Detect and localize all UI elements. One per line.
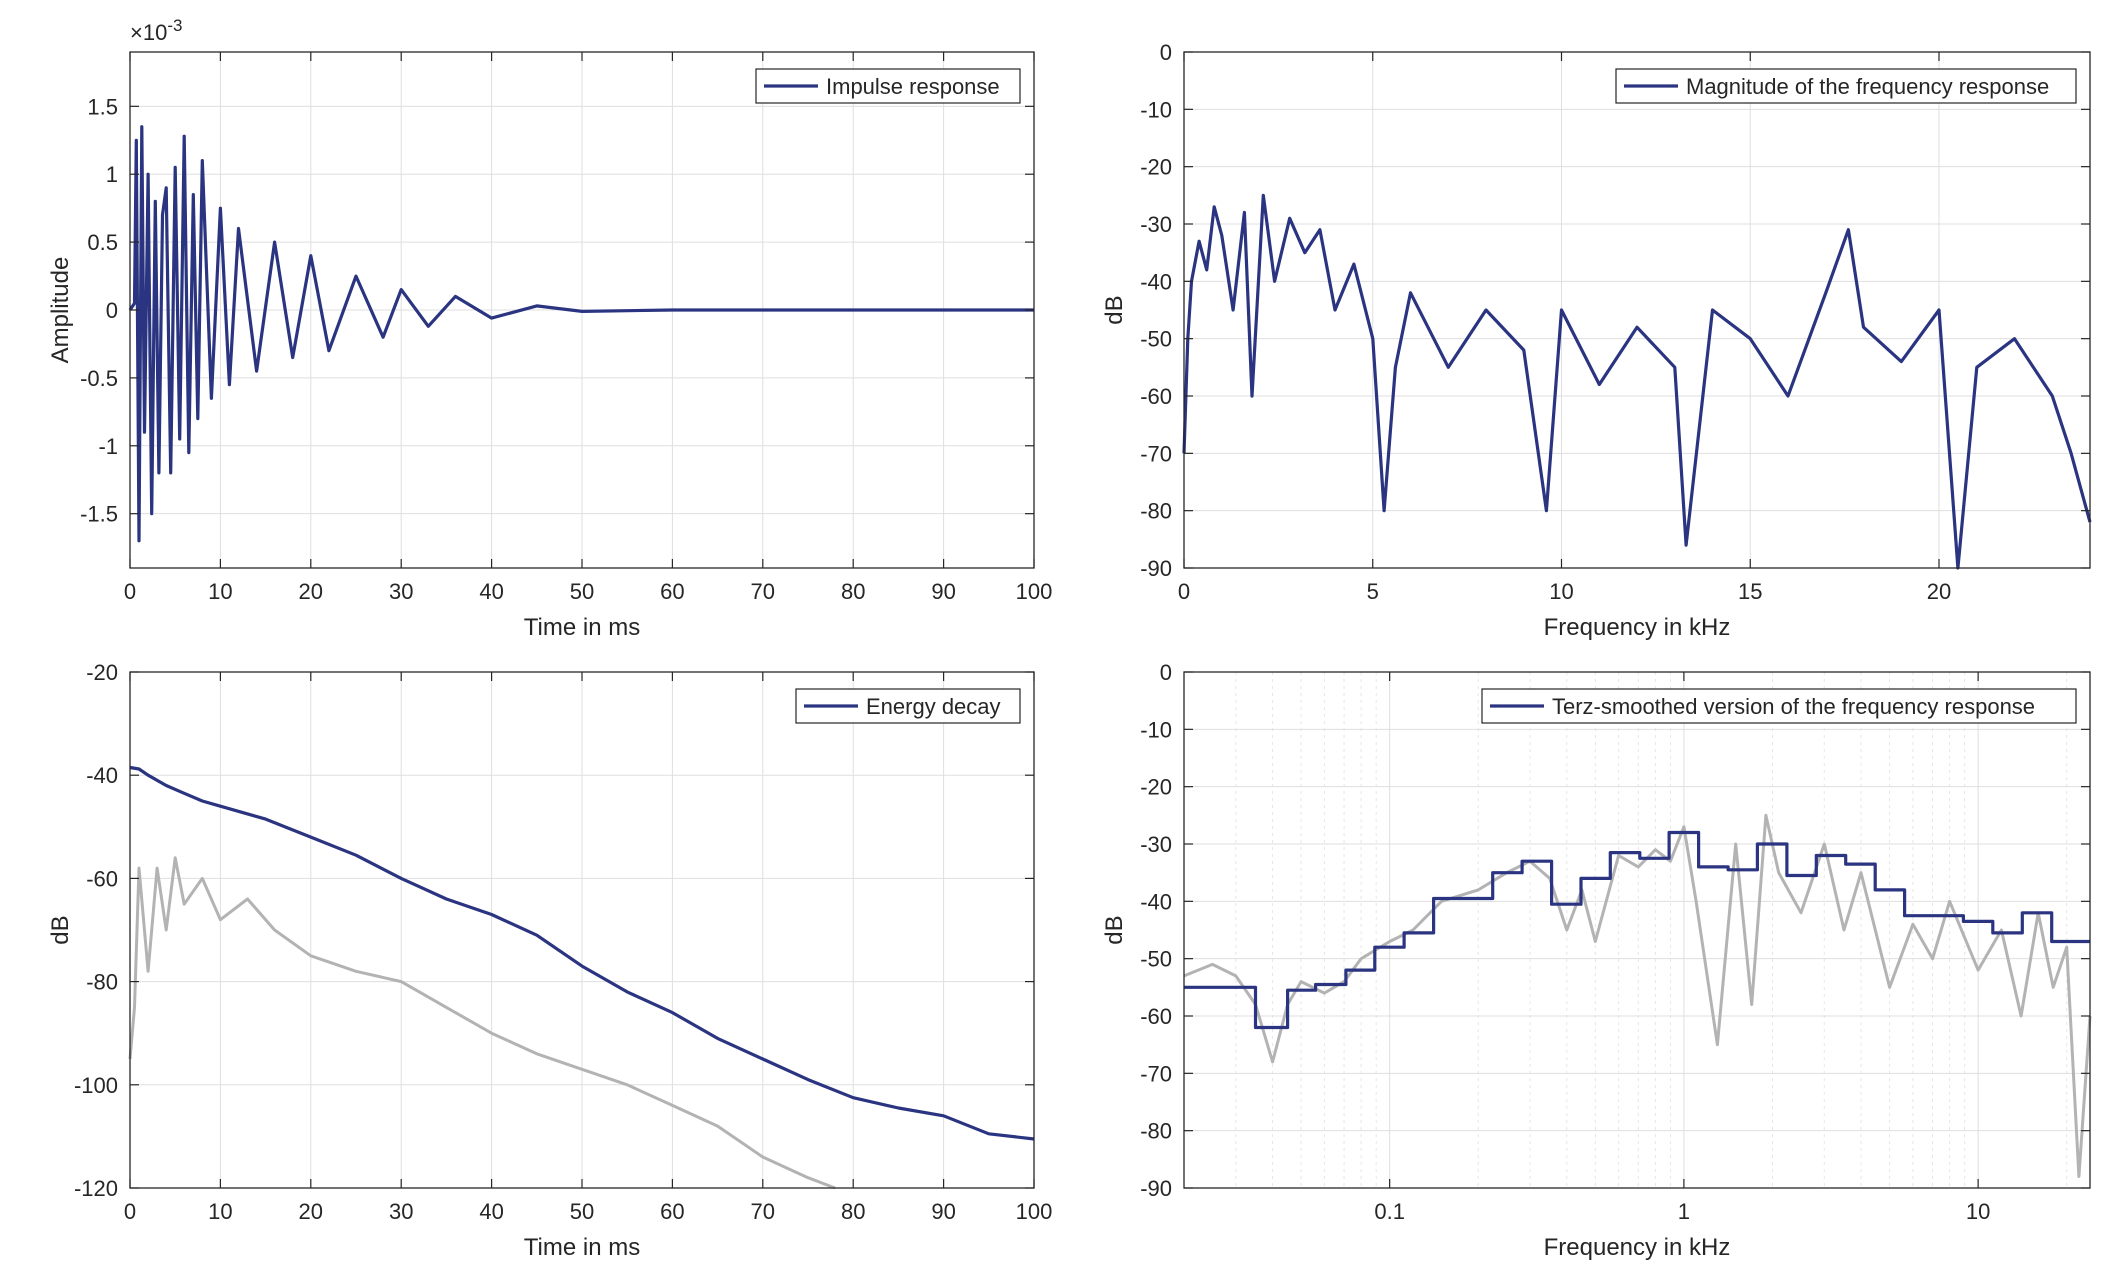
legend-label: Magnitude of the frequency response [1686, 74, 2049, 99]
y-tick-label: -60 [1140, 384, 1172, 409]
x-tick-label: 0 [124, 1199, 136, 1224]
impulse-response-panel: 0 10 20 30 40 50 60 70 80 90 100 -1.5 -1 -0.5 0 0.5 1 1.5… [47, 16, 1052, 641]
x-tick-label: 10 [1549, 579, 1573, 604]
y-tick-label: -1 [98, 434, 118, 459]
x-tick-label: 60 [660, 1199, 684, 1224]
plot-frame [1183, 671, 2091, 1189]
x-axis-label: Frequency in kHz [1544, 614, 1731, 641]
series-line-primary [1184, 830, 2090, 1030]
x-tick-label: 0.1 [1374, 1199, 1405, 1224]
y-tick-label: -60 [86, 866, 118, 891]
y-tick-label: -20 [1140, 775, 1172, 800]
x-axis-label: Time in ms [524, 1234, 640, 1261]
series-line-secondary [128, 856, 836, 1190]
y-tick-label: -50 [1140, 327, 1172, 352]
x-tick-label: 10 [1966, 1199, 1990, 1224]
x-tick-label: 10 [208, 1199, 232, 1224]
y-tick-label: 1.5 [87, 94, 118, 119]
y-tick-label: -20 [86, 660, 118, 685]
y-tick-label: -40 [1140, 889, 1172, 914]
series-line-primary [129, 765, 1035, 1141]
y-tick-label: 0 [1160, 40, 1172, 65]
y-axis-label: Amplitude [47, 257, 74, 364]
x-tick-label: 5 [1367, 579, 1379, 604]
x-tick-label: 20 [1927, 579, 1951, 604]
frequency-magnitude-panel: 0 5 10 15 20 -90 -80 -70 -60 -50 -40 -30 -20 -10 0 Freq… [1101, 40, 2092, 641]
y-tick-label: 1 [106, 162, 118, 187]
y-tick-label: 0 [1160, 660, 1172, 685]
x-tick-label: 20 [299, 579, 323, 604]
plot-frame [1183, 51, 2091, 569]
y-axis-exponent-power: -3 [167, 16, 182, 35]
x-tick-label: 80 [841, 579, 865, 604]
x-tick-label: 0 [1178, 579, 1190, 604]
y-tick-label: -90 [1140, 1176, 1172, 1201]
x-tick-label: 10 [208, 579, 232, 604]
series-line-primary [1182, 193, 2092, 570]
x-tick-label: 1 [1678, 1199, 1690, 1224]
y-tick-label: -1.5 [80, 502, 118, 527]
x-tick-label: 40 [479, 1199, 503, 1224]
legend-box [1615, 68, 2077, 104]
x-axis-label: Frequency in kHz [1544, 1234, 1731, 1261]
y-tick-label: -120 [74, 1176, 118, 1201]
legend-box [1481, 688, 2077, 724]
y-tick-label: -100 [74, 1073, 118, 1098]
legend-label: Energy decay [866, 694, 1001, 719]
y-tick-label: -30 [1140, 212, 1172, 237]
y-tick-label: -30 [1140, 832, 1172, 857]
y-tick-label: -10 [1140, 97, 1172, 122]
y-tick-label: -80 [86, 970, 118, 995]
y-tick-label: -70 [1140, 441, 1172, 466]
x-tick-label: 60 [660, 579, 684, 604]
terz-smoothed-panel: 0.1 1 10 -90 -80 -70 -60 -50 -40 -30 -20 -10 0 Freque… [1101, 660, 2092, 1261]
x-tick-label: 20 [299, 1199, 323, 1224]
y-tick-label: -80 [1140, 1119, 1172, 1144]
y-tick-label: -50 [1140, 947, 1172, 972]
x-tick-label: 90 [931, 579, 955, 604]
y-tick-label: -0.5 [80, 366, 118, 391]
y-tick-label: -80 [1140, 499, 1172, 524]
y-tick-label: -70 [1140, 1061, 1172, 1086]
x-tick-label: 70 [751, 1199, 775, 1224]
y-tick-label: -20 [1140, 155, 1172, 180]
x-tick-label: 70 [751, 579, 775, 604]
energy-decay-panel: 0 10 20 30 40 50 60 70 80 90 100 -120 -100 -80 -60 -40 -… [47, 660, 1052, 1261]
series-line-primary [128, 125, 1034, 543]
x-tick-label: 50 [570, 579, 594, 604]
y-tick-label: -90 [1140, 556, 1172, 581]
y-tick-label: -60 [1140, 1004, 1172, 1029]
x-tick-label: 0 [124, 579, 136, 604]
x-tick-label: 30 [389, 1199, 413, 1224]
x-tick-label: 100 [1016, 579, 1053, 604]
y-axis-label: dB [47, 915, 74, 944]
x-tick-label: 90 [931, 1199, 955, 1224]
x-tick-label: 30 [389, 579, 413, 604]
x-tick-label: 100 [1016, 1199, 1053, 1224]
legend-label: Impulse response [826, 74, 1000, 99]
x-tick-label: 80 [841, 1199, 865, 1224]
y-tick-label: -40 [1140, 269, 1172, 294]
y-tick-label: 0.5 [87, 230, 118, 255]
legend-label: Terz-smoothed version of the frequency r… [1552, 694, 2035, 719]
x-tick-label: 15 [1738, 579, 1762, 604]
y-axis-exponent: ×10-3 [130, 16, 182, 45]
y-tick-label: -10 [1140, 717, 1172, 742]
y-axis-label: dB [1101, 295, 1128, 324]
y-tick-label: 0 [106, 298, 118, 323]
x-axis-label: Time in ms [524, 614, 640, 641]
series-line-secondary [1183, 813, 2092, 1178]
y-axis-label: dB [1101, 915, 1128, 944]
x-tick-label: 50 [570, 1199, 594, 1224]
x-tick-label: 40 [479, 579, 503, 604]
y-tick-label: -40 [86, 763, 118, 788]
